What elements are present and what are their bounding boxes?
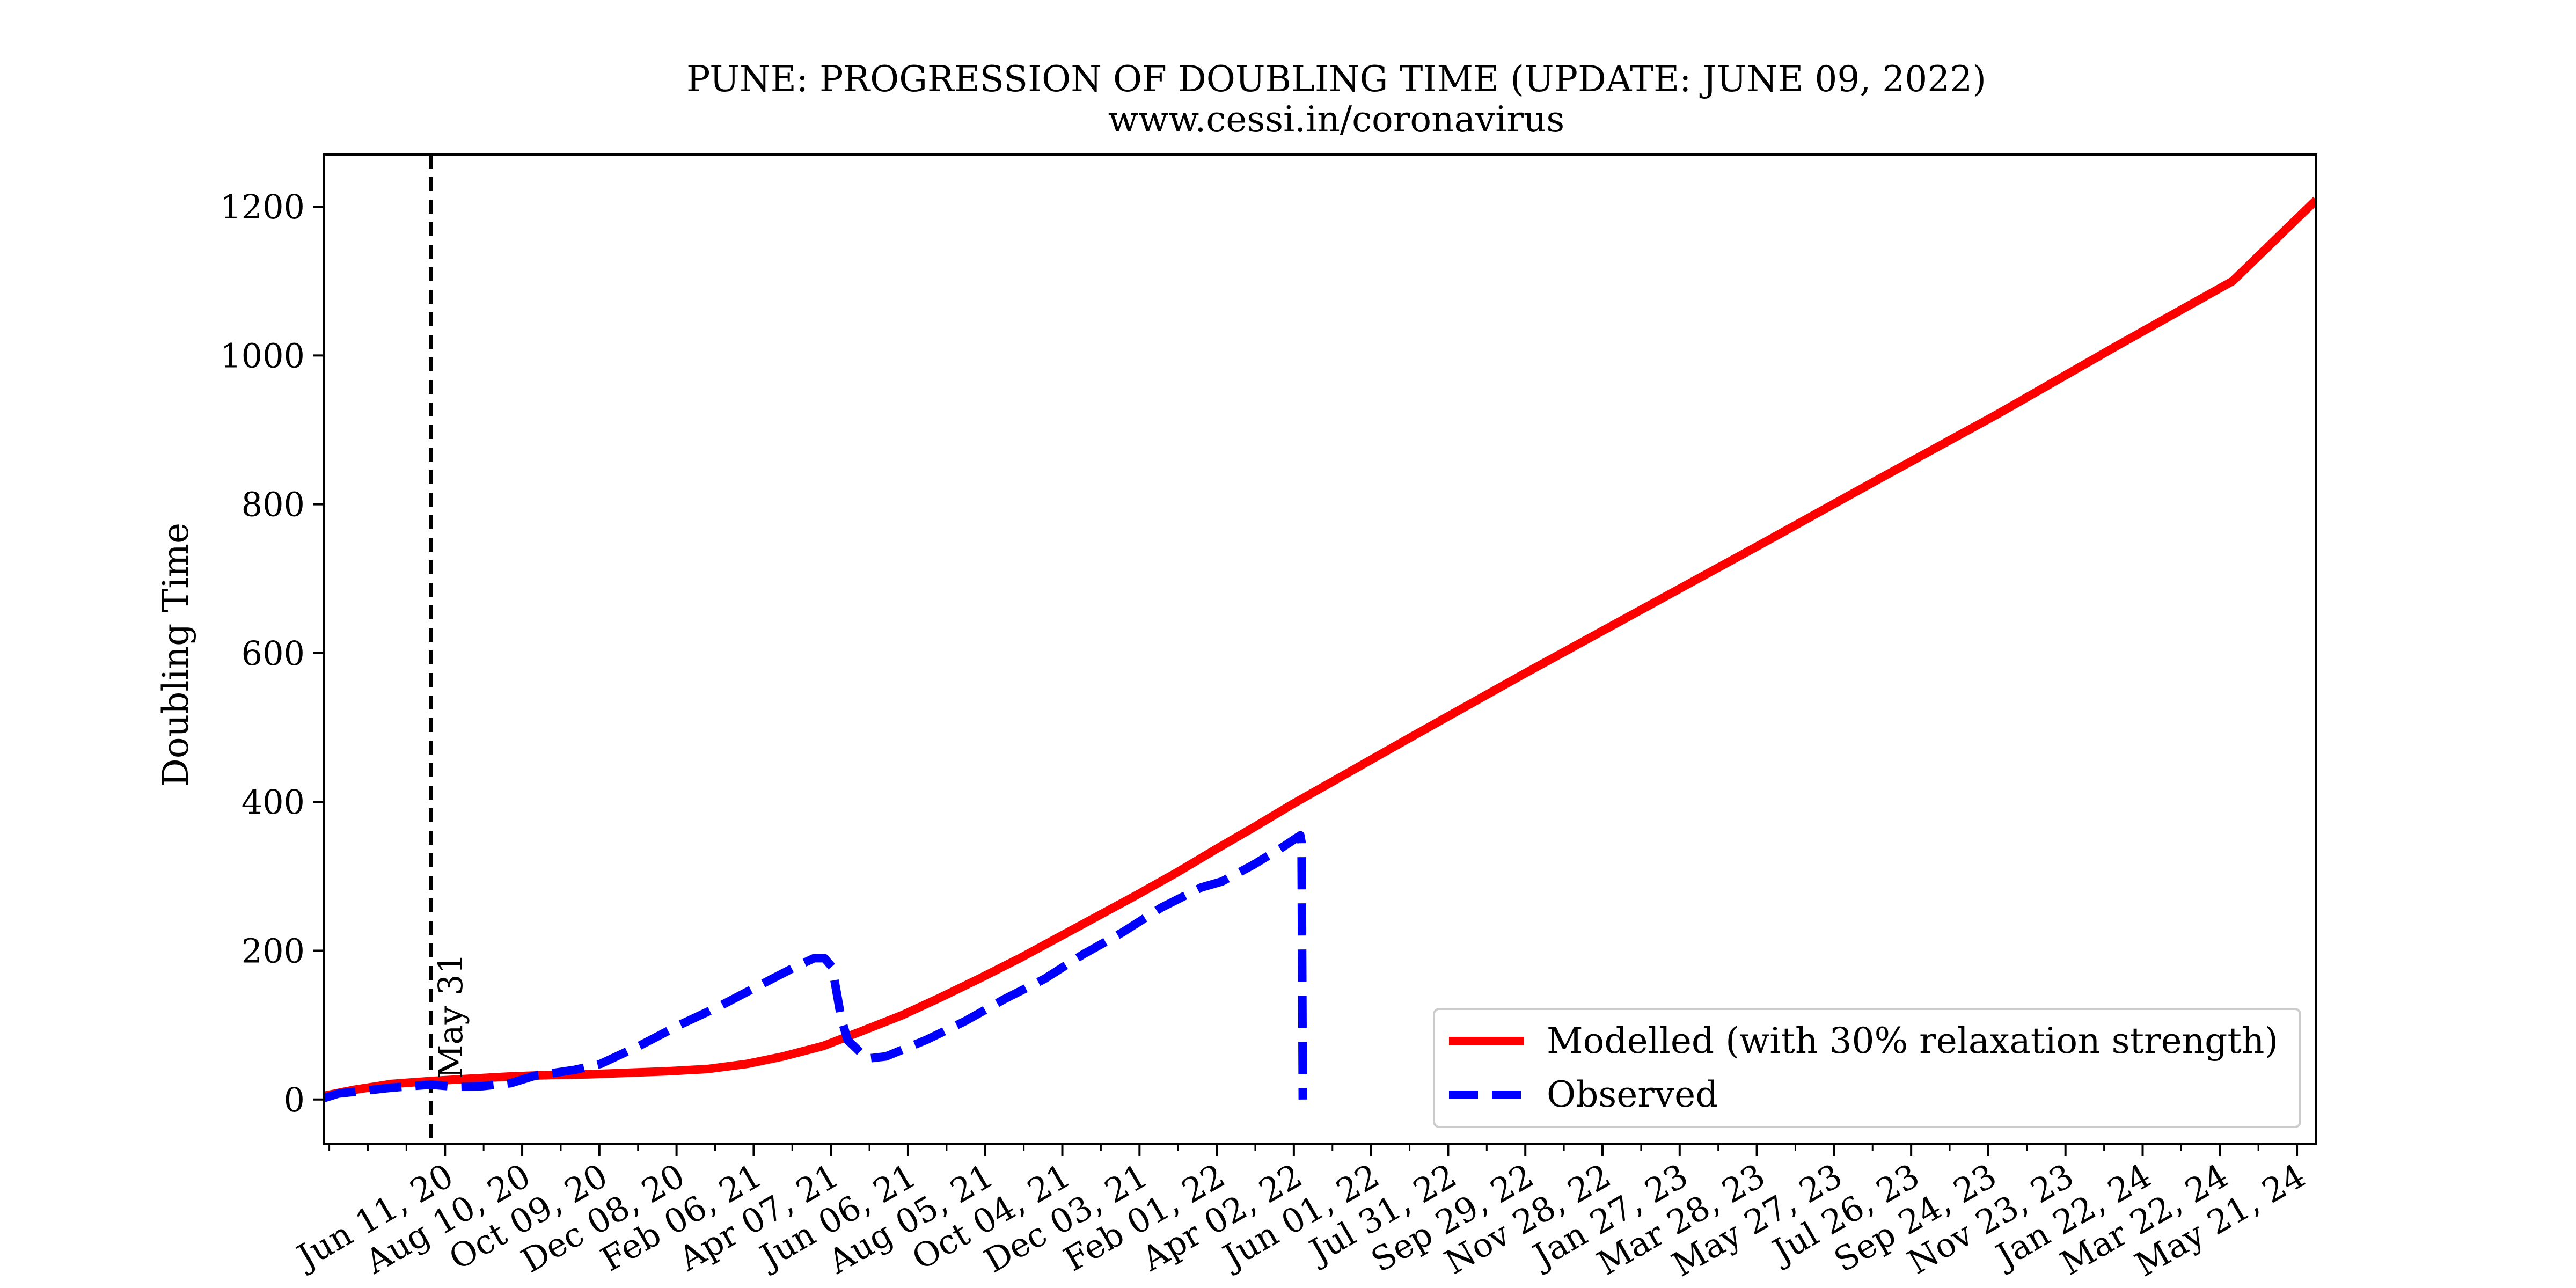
legend: Modelled (with 30% relaxation strength) O… xyxy=(1433,1008,2301,1128)
y-tick-label: 1200 xyxy=(220,187,305,226)
y-tick-label: 600 xyxy=(241,634,305,673)
series-line-modelled xyxy=(324,196,2316,1100)
plot-frame xyxy=(323,153,2317,1145)
plot-area: May 31 xyxy=(324,155,2316,1144)
y-tick-label: 400 xyxy=(241,782,305,822)
y-tick-label: 0 xyxy=(284,1080,305,1119)
series-line-observed xyxy=(324,831,1307,1102)
legend-label: Modelled (with 30% relaxation strength) xyxy=(1547,1020,2278,1062)
y-tick-label: 800 xyxy=(241,485,305,524)
y-axis-label: Doubling Time xyxy=(155,523,196,787)
plot-series-group xyxy=(324,155,2316,1144)
y-tick-label: 200 xyxy=(241,932,305,971)
y-tick-label: 1000 xyxy=(220,336,305,375)
chart-subtitle: www.cessi.in/coronavirus xyxy=(1108,99,1565,140)
chart-title: PUNE: PROGRESSION OF DOUBLING TIME (UPDA… xyxy=(686,58,1986,100)
annotation-label: May 31 xyxy=(431,953,470,1079)
legend-box xyxy=(1433,1008,2301,1128)
y-axis: 0 200 400 600 800 1000 1200 xyxy=(220,187,324,1119)
legend-label: Observed xyxy=(1547,1074,1718,1115)
